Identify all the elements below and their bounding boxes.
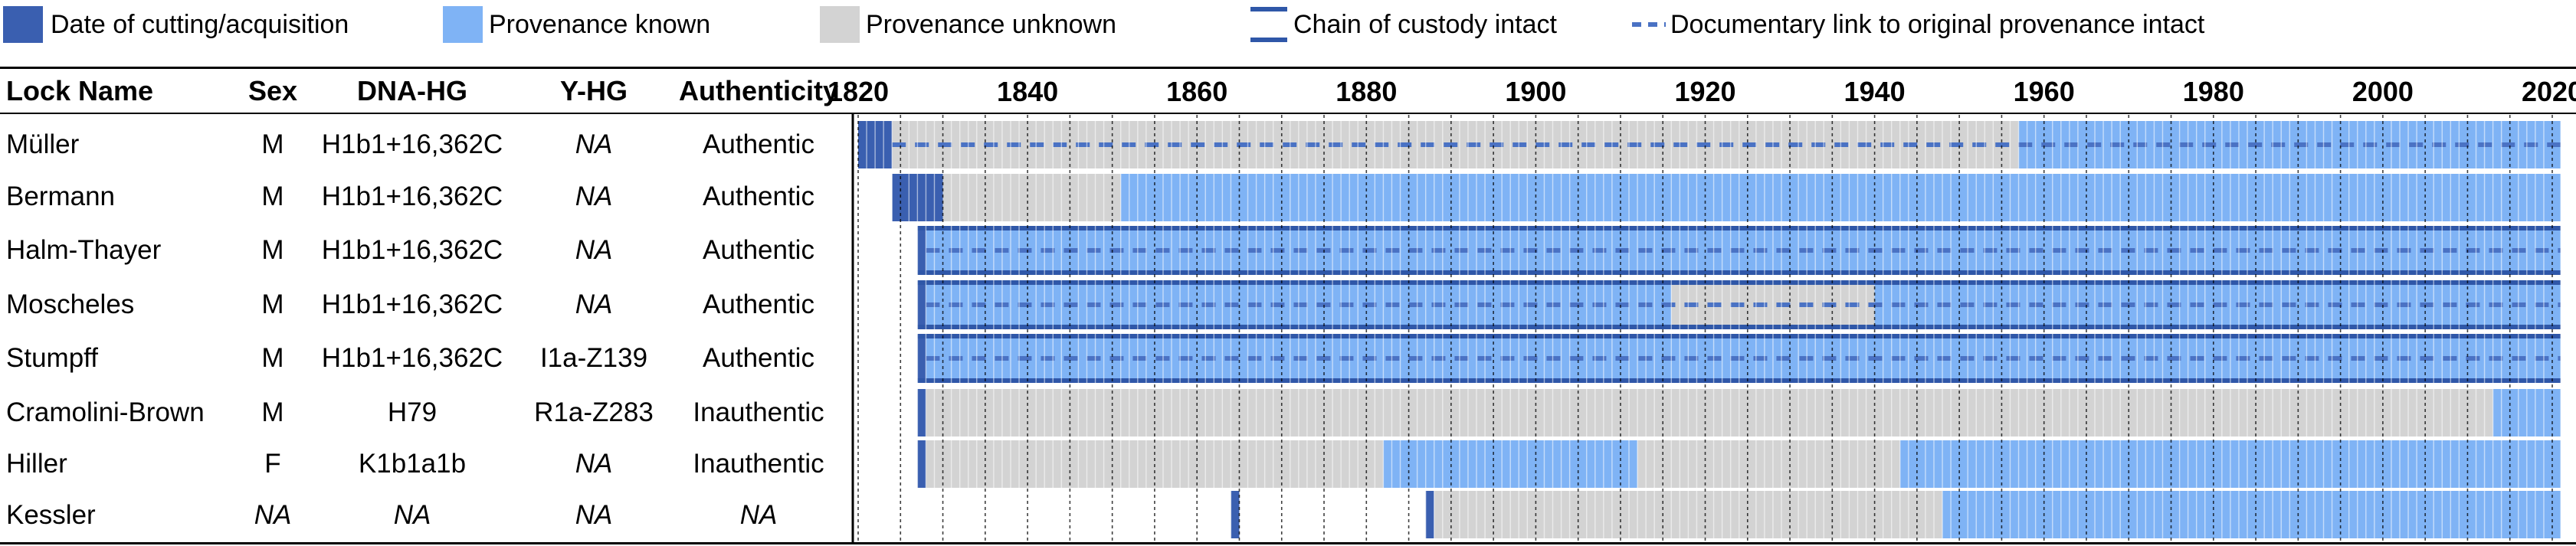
x-tick-label: 1900 [1505, 76, 1566, 107]
legend: Date of cutting/acquisition Provenance k… [0, 0, 2576, 49]
custody-line-icon [1250, 7, 1287, 42]
cell-lock-name: Cramolini-Brown [6, 397, 205, 427]
cell-lock-name: Kessler [6, 500, 96, 530]
header-top-rule [0, 67, 2576, 69]
cell-authenticity: NA [739, 500, 778, 530]
legend-label-doclink: Documentary link to original provenance … [1670, 10, 2205, 39]
date-of-cutting-mark [917, 389, 926, 436]
legend-label-known: Provenance known [489, 10, 711, 39]
cell-dna-hg: H1b1+16,362C [321, 181, 503, 211]
table-row: Hiller F K1b1a1b NA Inauthentic [0, 437, 850, 491]
date-of-cutting-mark [917, 335, 926, 382]
table-row: Bermann M H1b1+16,362C NA Authentic [0, 170, 850, 224]
x-tick-label: 1880 [1336, 76, 1397, 107]
date-of-cutting-mark [1231, 491, 1240, 538]
date-of-cutting-mark [917, 281, 926, 329]
table-row: Kessler NA NA NA NA [0, 489, 850, 542]
x-tick-label: 1920 [1674, 76, 1735, 107]
cell-dna-hg: NA [393, 500, 431, 530]
col-dna-hg: DNA-HG [357, 75, 467, 106]
x-tick-label: 2000 [2352, 76, 2414, 107]
x-tick-label: 1960 [2014, 76, 2075, 107]
cell-authenticity: Authentic [703, 343, 814, 373]
cell-sex: NA [254, 500, 292, 530]
table-row: Stumpff M H1b1+16,362C I1a-Z139 Authenti… [0, 332, 850, 385]
cell-authenticity: Authentic [703, 235, 814, 265]
cell-lock-name: Stumpff [6, 343, 98, 373]
x-tick-label: 1860 [1166, 76, 1227, 107]
col-y-hg: Y-HG [559, 75, 628, 106]
col-sex: Sex [247, 75, 298, 106]
cell-y-hg: NA [575, 181, 613, 211]
legend-label-unknown: Provenance unknown [866, 10, 1117, 39]
cell-dna-hg: H1b1+16,362C [321, 129, 503, 159]
cell-y-hg: I1a-Z139 [539, 343, 648, 373]
col-lock-name: Lock Name [6, 75, 154, 106]
cell-dna-hg: K1b1a1b [358, 449, 467, 479]
table-row: Cramolini-Brown M H79 R1a-Z283 Inauthent… [0, 386, 850, 440]
cell-y-hg: R1a-Z283 [534, 397, 654, 427]
cell-y-hg: NA [575, 289, 613, 319]
doclink-dash-icon [1632, 22, 1666, 27]
cell-sex: M [261, 235, 284, 265]
provenance-segment-unknown [926, 389, 2493, 436]
col-authenticity: Authenticity [678, 75, 838, 106]
cell-y-hg: NA [575, 500, 613, 530]
cell-sex: M [261, 343, 284, 373]
cell-lock-name: Bermann [6, 181, 116, 211]
known-swatch-icon [443, 6, 483, 43]
x-tick-label: 1980 [2183, 76, 2244, 107]
x-tick-label: 1820 [828, 76, 889, 107]
table-row: Müller M H1b1+16,362C NA Authentic [0, 118, 850, 172]
cell-sex: M [261, 289, 284, 319]
date-of-cutting-mark [1425, 491, 1434, 538]
x-tick-label: 2020 [2522, 76, 2576, 107]
cell-dna-hg: H1b1+16,362C [321, 343, 503, 373]
date-swatch-icon [3, 6, 43, 43]
header-bottom-rule [0, 113, 2576, 114]
cell-lock-name: Halm-Thayer [6, 235, 162, 265]
date-of-cutting-mark [917, 227, 926, 274]
cell-y-hg: NA [575, 235, 613, 265]
cell-sex: M [261, 129, 284, 159]
cell-dna-hg: H1b1+16,362C [321, 235, 503, 265]
x-tick-label: 1940 [1844, 76, 1906, 107]
cell-y-hg: NA [575, 129, 613, 159]
table-header: Lock Name Sex DNA-HG Y-HG Authenticity [0, 69, 2576, 113]
cell-authenticity: Authentic [703, 181, 814, 211]
cell-authenticity: Inauthentic [693, 397, 824, 427]
cell-sex: F [264, 449, 281, 479]
cell-lock-name: Moscheles [6, 289, 135, 319]
cell-sex: M [261, 181, 284, 211]
provenance-segment-unknown [1637, 440, 1900, 488]
date-of-cutting-mark [917, 440, 926, 488]
cell-lock-name: Hiller [6, 449, 67, 479]
cell-lock-name: Müller [6, 129, 80, 159]
provenance-segment-known [1942, 491, 2561, 538]
cell-authenticity: Authentic [703, 129, 814, 159]
cell-dna-hg: H79 [387, 397, 438, 427]
cell-dna-hg: H1b1+16,362C [321, 289, 503, 319]
table-bottom-rule [0, 542, 2576, 544]
cell-authenticity: Authentic [703, 289, 814, 319]
x-tick-label: 1840 [997, 76, 1058, 107]
provenance-segment-unknown [942, 174, 1121, 221]
cell-y-hg: NA [575, 449, 613, 479]
table-row: Halm-Thayer M H1b1+16,362C NA Authentic [0, 224, 850, 277]
legend-label-date: Date of cutting/acquisition [51, 10, 349, 39]
cell-authenticity: Inauthentic [693, 449, 824, 479]
unknown-swatch-icon [820, 6, 860, 43]
cell-sex: M [261, 397, 284, 427]
legend-label-custody: Chain of custody intact [1293, 10, 1557, 39]
table-row: Moscheles M H1b1+16,362C NA Authentic [0, 278, 850, 332]
